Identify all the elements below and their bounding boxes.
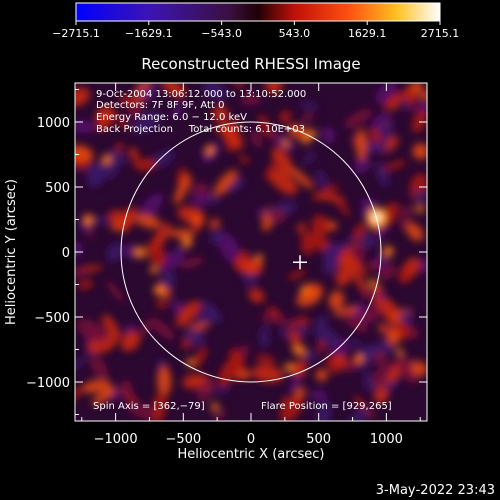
x-tick-label: 0 [247, 432, 255, 447]
colorbar-ticks: −2715.1 −1629.1 −543.0 543.0 1629.1 2715.1 [52, 21, 459, 40]
y-tick-labels: −1000 −500 0 500 1000 [26, 116, 70, 391]
x-tick-labels: −1000 −500 0 500 1000 [94, 432, 403, 447]
spin-axis-label: Spin Axis = [362,−79] [93, 401, 205, 412]
colorbar-tick-label: −543.0 [201, 27, 242, 40]
spin-axis-marker [293, 255, 308, 270]
solar-limb-circle [120, 121, 382, 383]
info-line-method: Back Projection Total counts: 6.10E+03 [96, 124, 305, 135]
info-line-energy: Energy Range: 6.0 − 12.0 keV [96, 112, 247, 123]
y-tick-label: 0 [62, 246, 70, 261]
x-tick-label: 1000 [370, 432, 403, 447]
heatmap-image [75, 83, 427, 421]
info-line-detectors: Detectors: 7F 8F 9F, Att 0 [96, 100, 224, 111]
colorbar-tick-label: 543.0 [279, 27, 311, 40]
y-tick-label: −500 [34, 311, 70, 326]
y-tick-label: 500 [45, 181, 70, 196]
y-tick-label: 1000 [37, 116, 70, 131]
y-tick-label: −1000 [26, 376, 70, 391]
colorbar-tick-label: −1629.1 [125, 27, 173, 40]
colorbar-tick-label: 2715.1 [421, 27, 460, 40]
info-block: 9‑Oct‑2004 13:06:12.000 to 13:10:52.000 … [96, 89, 306, 135]
colorbar-tick-label: 1629.1 [348, 27, 387, 40]
x-tick-label: −1000 [94, 432, 138, 447]
x-axis-label: Heliocentric X (arcsec) [178, 447, 325, 462]
colorbar-tick-label: −2715.1 [52, 27, 100, 40]
x-tick-label: 500 [306, 432, 331, 447]
y-axis-label: Heliocentric Y (arcsec) [4, 179, 19, 325]
info-line-time: 9‑Oct‑2004 13:06:12.000 to 13:10:52.000 [96, 89, 306, 100]
flare-position-label: Flare Position = [929,265] [261, 401, 392, 412]
timestamp: 3‑May‑2022 23:43 [376, 483, 495, 498]
chart-title: Reconstructed RHESSI Image [141, 55, 360, 73]
axis-ticks [75, 83, 427, 421]
x-tick-label: −500 [165, 432, 201, 447]
colorbar [75, 2, 441, 22]
